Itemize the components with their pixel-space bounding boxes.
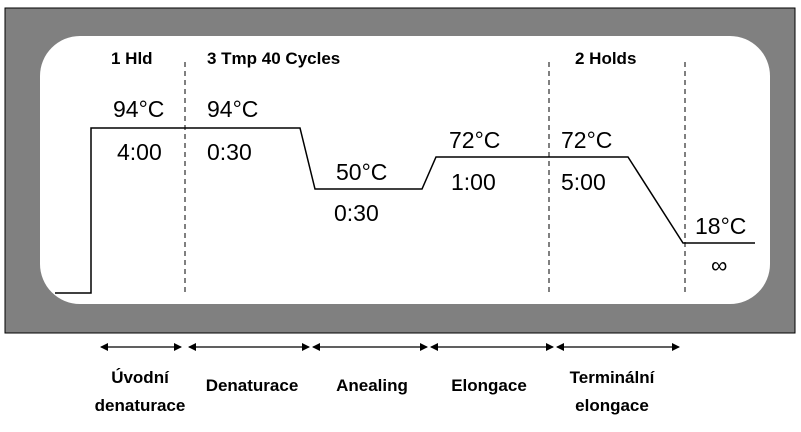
temperature-profile-line xyxy=(55,127,755,294)
header-hold-1: 1 Hld xyxy=(111,49,153,68)
header-cycles: 3 Tmp 40 Cycles xyxy=(207,49,340,68)
step-4-temp: 72°C xyxy=(449,127,500,153)
step-2-time: 0:30 xyxy=(207,139,252,165)
stage-2-label: Denaturace xyxy=(206,376,299,395)
step-2-temp: 94°C xyxy=(207,96,258,122)
header-holds-2: 2 Holds xyxy=(575,49,636,68)
stage-4-label: Elongace xyxy=(451,376,527,395)
stage-5-label-line2: elongace xyxy=(575,396,649,415)
step-4-time: 1:00 xyxy=(451,169,496,195)
step-5-time: 5:00 xyxy=(561,169,606,195)
step-5-temp: 72°C xyxy=(561,127,612,153)
stage-3-label: Anealing xyxy=(336,376,408,395)
step-3-temp: 50°C xyxy=(336,159,387,185)
stage-1-label-line1: Úvodní xyxy=(111,368,170,387)
stage-5-label-line1: Terminální xyxy=(570,368,656,387)
stage-1-label-line2: denaturace xyxy=(95,396,186,415)
step-1-time: 4:00 xyxy=(117,139,162,165)
step-6-time: ∞ xyxy=(711,252,727,278)
inner-panel xyxy=(40,36,770,304)
step-1-temp: 94°C xyxy=(113,96,164,122)
step-3-time: 0:30 xyxy=(334,200,379,226)
step-6-temp: 18°C xyxy=(695,213,746,239)
